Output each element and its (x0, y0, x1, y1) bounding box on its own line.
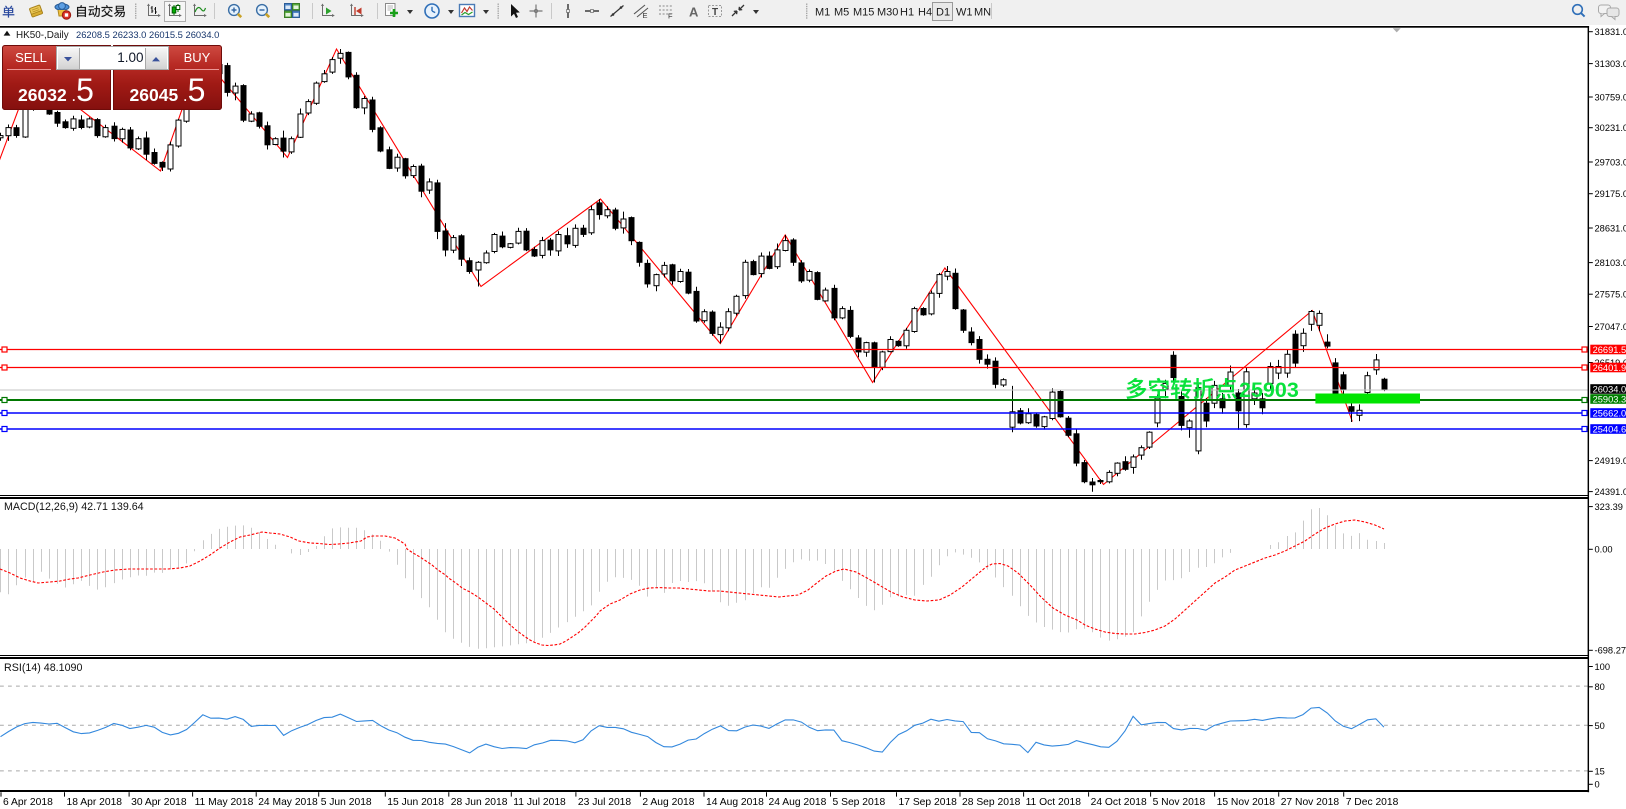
svg-text:26401.9: 26401.9 (1593, 363, 1626, 373)
svg-text:31303.0: 31303.0 (1595, 59, 1626, 69)
svg-text:A: A (689, 5, 699, 20)
svg-text:14 Aug 2018: 14 Aug 2018 (706, 797, 764, 808)
svg-text:0.00: 0.00 (1595, 545, 1613, 555)
svg-text:24 Aug 2018: 24 Aug 2018 (769, 797, 827, 808)
svg-text:30231.0: 30231.0 (1595, 123, 1626, 133)
svg-text:0: 0 (1595, 780, 1600, 790)
svg-text:24391.0: 24391.0 (1595, 487, 1626, 497)
svg-text:11 Jul 2018: 11 Jul 2018 (513, 797, 566, 808)
svg-text:H1: H1 (900, 7, 914, 19)
svg-text:17 Sep 2018: 17 Sep 2018 (899, 797, 958, 808)
svg-text:F: F (668, 12, 673, 21)
svg-text:HK50-,Daily: HK50-,Daily (16, 30, 69, 41)
svg-text:MACD(12,26,9) 42.71 139.64: MACD(12,26,9) 42.71 139.64 (4, 501, 144, 513)
svg-text:6 Apr 2018: 6 Apr 2018 (3, 797, 53, 808)
svg-text:25662.0: 25662.0 (1593, 408, 1626, 418)
svg-text:H4: H4 (918, 7, 932, 19)
svg-text:M5: M5 (834, 7, 849, 19)
svg-text:30759.0: 30759.0 (1595, 92, 1626, 102)
svg-text:5 Sep 2018: 5 Sep 2018 (833, 797, 886, 808)
svg-text:15 Jun 2018: 15 Jun 2018 (387, 797, 444, 808)
svg-text:30 Apr 2018: 30 Apr 2018 (131, 797, 187, 808)
svg-text:28 Sep 2018: 28 Sep 2018 (962, 797, 1021, 808)
svg-text:M15: M15 (853, 7, 874, 19)
svg-text:25903.3: 25903.3 (1593, 394, 1626, 404)
svg-text:18 Apr 2018: 18 Apr 2018 (67, 797, 123, 808)
svg-text:26691.5: 26691.5 (1593, 345, 1626, 355)
svg-text:323.39: 323.39 (1595, 502, 1623, 512)
svg-text:7 Dec 2018: 7 Dec 2018 (1346, 797, 1399, 808)
svg-text:24 Oct 2018: 24 Oct 2018 (1091, 797, 1147, 808)
svg-text:80: 80 (1595, 682, 1605, 692)
svg-text:27575.0: 27575.0 (1595, 290, 1626, 300)
svg-text:28103.0: 28103.0 (1595, 258, 1626, 268)
svg-text:25404.6: 25404.6 (1593, 424, 1626, 434)
svg-text:-698.27: -698.27 (1595, 646, 1626, 656)
svg-text:29703.0: 29703.0 (1595, 157, 1626, 167)
svg-text:MN: MN (974, 7, 991, 19)
svg-text:23 Jul 2018: 23 Jul 2018 (578, 797, 632, 808)
svg-text:15: 15 (1595, 767, 1605, 777)
svg-text:E: E (643, 11, 648, 20)
svg-text:27 Nov 2018: 27 Nov 2018 (1281, 797, 1340, 808)
svg-text:T: T (712, 7, 718, 18)
svg-text:RSI(14) 48.1090: RSI(14) 48.1090 (4, 662, 82, 674)
svg-text:W1: W1 (956, 7, 973, 19)
svg-text:26208.5 26233.0 26015.5 26034.: 26208.5 26233.0 26015.5 26034.0 (76, 29, 219, 40)
svg-text:2 Aug 2018: 2 Aug 2018 (642, 797, 694, 808)
svg-text:31831.0: 31831.0 (1595, 27, 1626, 37)
svg-text:5 Nov 2018: 5 Nov 2018 (1153, 797, 1206, 808)
svg-text:11 May 2018: 11 May 2018 (195, 797, 254, 808)
svg-text:15 Nov 2018: 15 Nov 2018 (1217, 797, 1276, 808)
svg-text:25903: 25903 (1239, 378, 1299, 402)
svg-text:24 May 2018: 24 May 2018 (258, 797, 318, 808)
svg-text:M1: M1 (815, 7, 830, 19)
svg-text:5 Jun 2018: 5 Jun 2018 (321, 797, 372, 808)
svg-text:50: 50 (1595, 721, 1605, 731)
svg-text:28 Jun 2018: 28 Jun 2018 (451, 797, 508, 808)
svg-text:D1: D1 (936, 7, 950, 19)
svg-text:28631.0: 28631.0 (1595, 223, 1626, 233)
svg-text:24919.0: 24919.0 (1595, 456, 1626, 466)
svg-text:27047.0: 27047.0 (1595, 322, 1626, 332)
svg-text:M30: M30 (877, 7, 898, 19)
svg-text:11 Oct 2018: 11 Oct 2018 (1026, 797, 1082, 808)
svg-text:100: 100 (1595, 662, 1611, 672)
svg-text:29175.0: 29175.0 (1595, 189, 1626, 199)
svg-text:26034.0: 26034.0 (1593, 384, 1626, 394)
